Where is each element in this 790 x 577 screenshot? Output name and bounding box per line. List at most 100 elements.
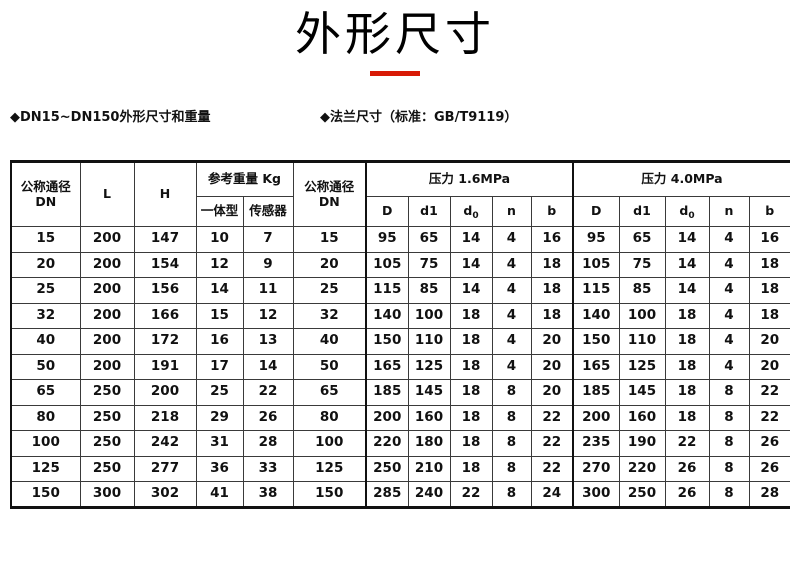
header-weight-sensor: 传感器: [242, 196, 294, 227]
table-cell: 18: [748, 302, 790, 329]
table-row: 20 200 154 12 9 20 105 75 14 4 18 105 75 14 4 18: [11, 251, 790, 278]
table-cell: 165: [572, 353, 620, 380]
table-cell: 20: [530, 379, 574, 406]
table-cell: 25: [195, 379, 244, 406]
table-cell: 22: [242, 379, 294, 406]
table-cell: 18: [748, 277, 790, 304]
header-row-groups: 公称通径 DN L H 参考重量 Kg 公称通径 DN 压力 1.6MPa 压力…: [11, 161, 790, 227]
table-cell: 18: [449, 404, 493, 431]
table-cell: 235: [572, 430, 620, 457]
table-cell: 65: [11, 379, 81, 406]
table-cell: 140: [365, 302, 409, 329]
table-cell: 200: [133, 379, 197, 406]
table-cell: 150: [11, 481, 81, 508]
table-cell: 18: [449, 302, 493, 329]
table-cell: 125: [11, 455, 81, 482]
table-cell: 4: [491, 277, 532, 304]
table-cell: 11: [242, 277, 294, 304]
table-cell: 80: [292, 404, 367, 431]
table-cell: 105: [572, 251, 620, 278]
table-cell: 8: [491, 404, 532, 431]
table-cell: 26: [664, 455, 710, 482]
table-cell: 29: [195, 404, 244, 431]
table-cell: 18: [664, 353, 710, 380]
table-cell: 185: [365, 379, 409, 406]
table-row: 50 200 191 17 14 50 165 125 18 4 20 165 125 18 4 20: [11, 353, 790, 380]
table-cell: 40: [292, 328, 367, 355]
table-cell: 80: [11, 404, 81, 431]
table-cell: 28: [748, 481, 790, 508]
header-p16-D: D: [365, 196, 409, 227]
table-cell: 14: [195, 277, 244, 304]
table-cell: 8: [708, 404, 750, 431]
table-body: 15 200 147 10 7 15 95 65 14 4 16 95 65 14 4 16 20 200 154 1…: [11, 226, 790, 508]
table-cell: 200: [79, 277, 135, 304]
table-cell: 200: [572, 404, 620, 431]
table-cell: 270: [572, 455, 620, 482]
table-cell: 160: [407, 404, 451, 431]
table-cell: 18: [449, 455, 493, 482]
header-p40-n: n: [708, 196, 750, 227]
table-cell: 18: [748, 251, 790, 278]
header-p40-D: D: [572, 196, 620, 227]
table-cell: 250: [79, 430, 135, 457]
table-cell: 50: [11, 353, 81, 380]
table-cell: 147: [133, 226, 197, 253]
table-cell: 8: [708, 455, 750, 482]
header-p40-d0: d0: [664, 196, 710, 227]
title-underline-rule: [370, 70, 420, 76]
table-cell: 100: [407, 302, 451, 329]
table-cell: 18: [449, 379, 493, 406]
table-cell: 156: [133, 277, 197, 304]
table-cell: 26: [664, 481, 710, 508]
table-cell: 18: [664, 302, 710, 329]
table-cell: 4: [708, 251, 750, 278]
table-cell: 200: [79, 226, 135, 253]
table-cell: 16: [748, 226, 790, 253]
table-cell: 12: [242, 302, 294, 329]
table-cell: 140: [572, 302, 620, 329]
table-cell: 210: [407, 455, 451, 482]
table-cell: 22: [530, 430, 574, 457]
table-cell: 125: [292, 455, 367, 482]
header-pressure-4-0mpa: 压力 4.0MPa: [572, 161, 790, 197]
table-cell: 150: [572, 328, 620, 355]
table-cell: 172: [133, 328, 197, 355]
table-cell: 9: [242, 251, 294, 278]
table-cell: 4: [708, 353, 750, 380]
table-cell: 4: [708, 328, 750, 355]
table-cell: 4: [708, 302, 750, 329]
header-p16-d0: d0: [449, 196, 493, 227]
table-cell: 8: [708, 379, 750, 406]
table-cell: 95: [365, 226, 409, 253]
table-cell: 14: [664, 251, 710, 278]
table-cell: 15: [195, 302, 244, 329]
table-cell: 17: [195, 353, 244, 380]
table-cell: 7: [242, 226, 294, 253]
table-cell: 95: [572, 226, 620, 253]
table-cell: 22: [449, 481, 493, 508]
table-cell: 41: [195, 481, 244, 508]
table-cell: 14: [449, 277, 493, 304]
table-cell: 22: [530, 404, 574, 431]
table-cell: 65: [292, 379, 367, 406]
table-cell: 24: [530, 481, 574, 508]
table-cell: 14: [242, 353, 294, 380]
table-cell: 16: [530, 226, 574, 253]
table-cell: 166: [133, 302, 197, 329]
table-cell: 150: [365, 328, 409, 355]
table-cell: 250: [618, 481, 666, 508]
table-cell: 8: [491, 455, 532, 482]
table-cell: 190: [618, 430, 666, 457]
table-cell: 115: [365, 277, 409, 304]
table-cell: 4: [491, 302, 532, 329]
table-cell: 185: [572, 379, 620, 406]
table-cell: 8: [708, 430, 750, 457]
table-cell: 40: [11, 328, 81, 355]
title-block: 外形尺寸: [0, 8, 790, 76]
table-cell: 18: [449, 328, 493, 355]
table-cell: 10: [195, 226, 244, 253]
header-row-subs: 一体型 传感器 D d1 d0 n b D d1 d0 n b: [11, 196, 790, 227]
table-cell: 218: [133, 404, 197, 431]
